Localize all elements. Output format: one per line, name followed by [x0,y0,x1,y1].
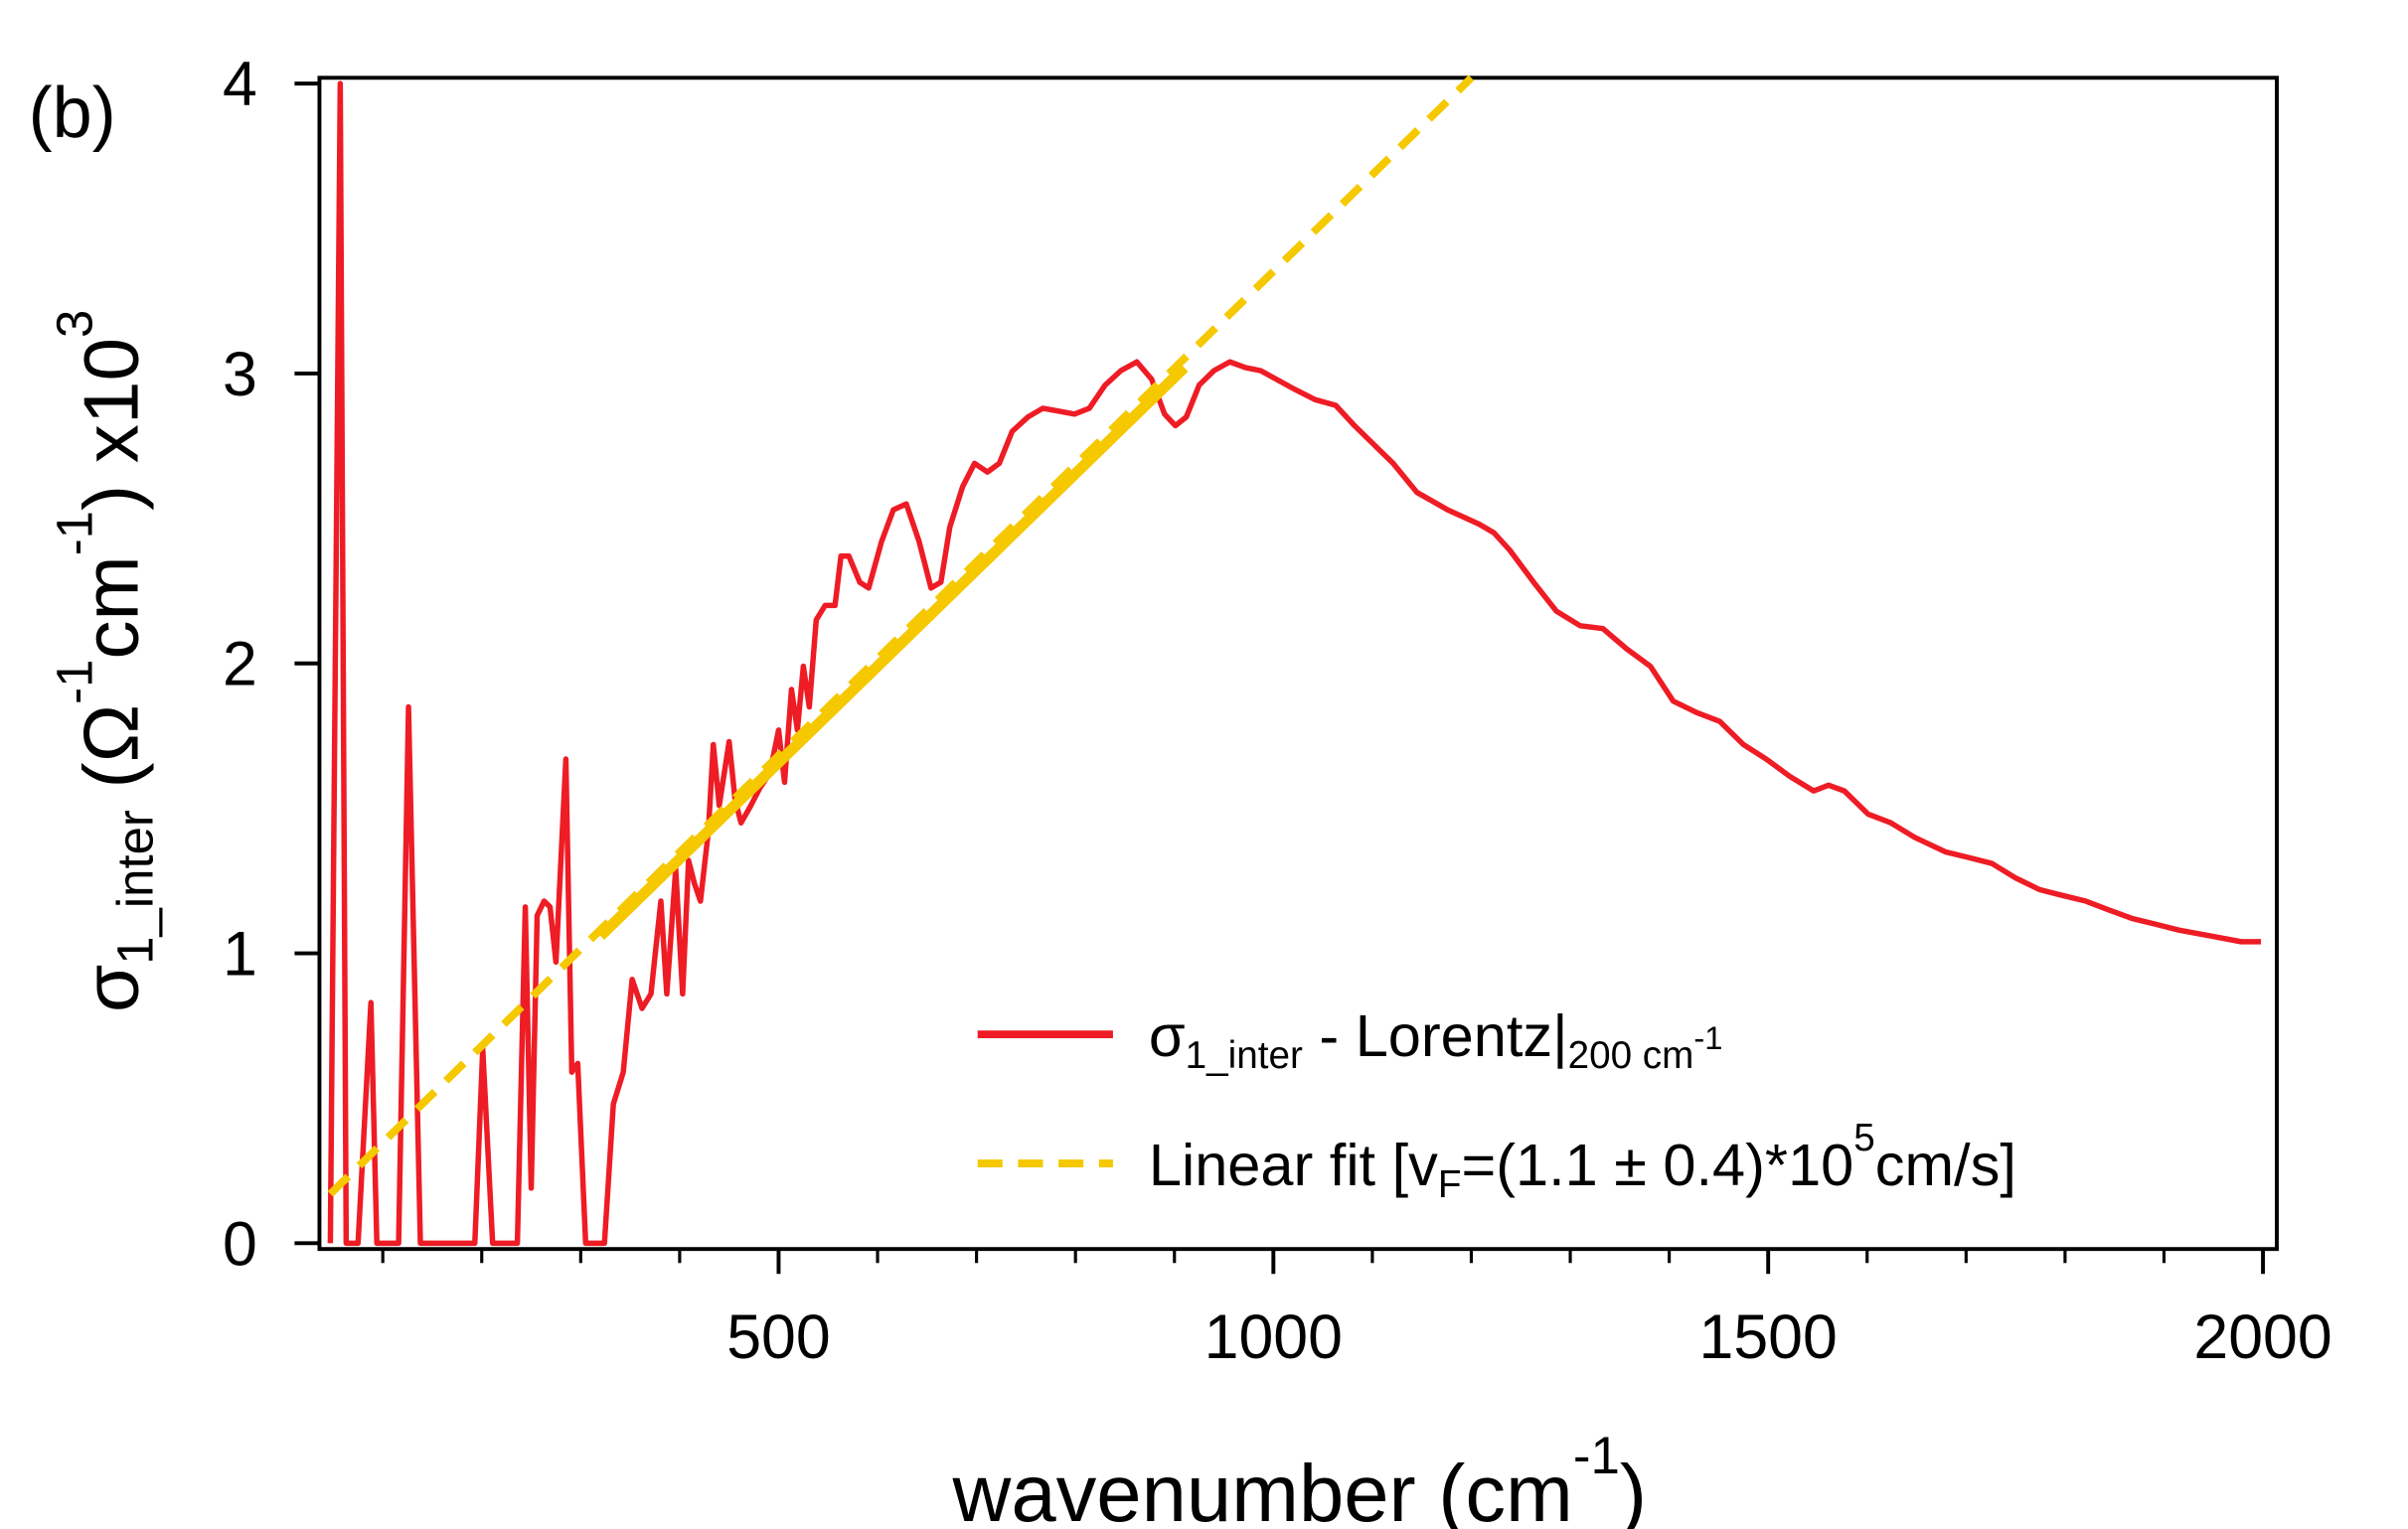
text-part: 1_inter [1186,1034,1303,1077]
text-part: =(1.1 ± 0.4)*10 [1461,1132,1853,1198]
text-part: ) x10 [67,338,154,511]
legend-label: σ1_inter - Lorentz|200 cm-1 [1149,1002,1723,1077]
text-part: Linear fit [v [1149,1132,1438,1198]
x-tick-label: 1500 [1699,1302,1838,1372]
x-tick-label: 500 [726,1302,830,1372]
text-part: σ [1149,1002,1186,1069]
text-part: - Lorentz| [1303,1002,1568,1069]
y-tick-label: 1 [223,919,257,989]
text-part: -1 [1573,1428,1620,1486]
y-tick-label: 4 [223,50,257,119]
text-part: 1_inter [107,810,164,965]
x-axis-title: wavenumber (cm-1) [952,1428,1647,1529]
text-part: ) [1620,1449,1647,1529]
x-tick-label: 1000 [1204,1302,1343,1372]
text-part: -1 [46,660,102,704]
text-part: F [1438,1163,1462,1206]
text-part: -1 [46,511,102,555]
y-tick-label: 2 [223,630,257,699]
legend-label: Linear fit [vF=(1.1 ± 0.4)*105cm/s] [1149,1117,2016,1205]
text-part: 3 [46,310,102,338]
text-part: (Ω [67,704,154,810]
rich-text: σ1_inter (Ω-1cm-1) x103 [46,310,163,1012]
panel-label: (b) [29,74,116,153]
text-part: σ [67,965,154,1012]
text-part: 5 [1853,1117,1875,1159]
x-tick-label: 2000 [2193,1302,2331,1372]
text-part: cm/s] [1875,1132,2016,1198]
text-part: -1 [1693,1020,1722,1057]
y-tick-label: 3 [223,340,257,409]
series-line [327,80,2262,1247]
text-part: wavenumber (cm [952,1449,1573,1529]
y-tick-label: 0 [223,1209,257,1279]
series-line [327,75,1475,1197]
series-line [596,364,1189,940]
text-part: cm [67,555,154,659]
text-part: 200 cm [1568,1034,1694,1077]
